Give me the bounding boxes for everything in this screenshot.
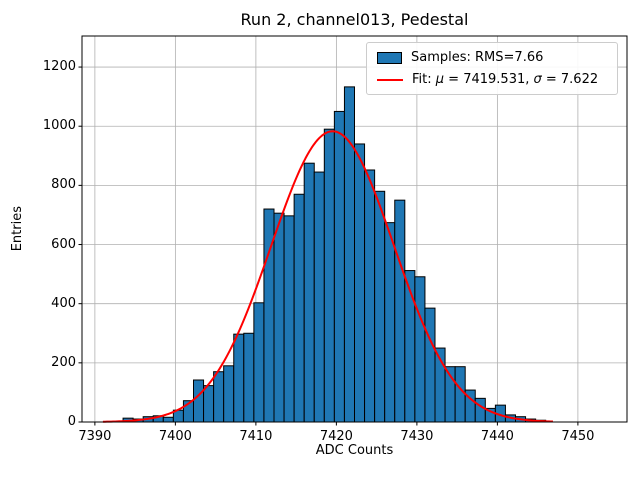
histogram-bar — [162, 416, 174, 423]
y-tick-label: 600 — [51, 236, 76, 252]
fit-line-icon — [377, 78, 403, 81]
histogram-bar — [394, 199, 406, 423]
histogram-bar — [223, 365, 235, 423]
chart-title: Run 2, channel013, Pedestal — [240, 10, 469, 29]
fit-legend-label: Fit: μ = 7419.531, σ = 7.622 — [412, 72, 598, 87]
histogram-bar — [253, 302, 265, 423]
x-tick-label: 7420 — [319, 429, 353, 444]
histogram-bar — [273, 212, 285, 423]
histogram-bar — [293, 193, 305, 423]
fit-label-mu-symbol: μ — [435, 72, 445, 87]
y-axis-label-container: Entries — [8, 36, 26, 422]
histogram-bar — [313, 171, 325, 423]
histogram-bar — [243, 332, 255, 423]
samples-swatch-icon — [377, 51, 402, 64]
x-tick-label: 7440 — [480, 429, 514, 444]
histogram-bar — [333, 110, 345, 423]
x-axis-label: ADC Counts — [315, 443, 394, 458]
legend-entry-fit: Fit: μ = 7419.531, σ = 7.622 — [377, 72, 607, 87]
histogram-bar — [374, 190, 386, 423]
y-tick-label: 400 — [51, 295, 76, 311]
y-tick-label: 0 — [67, 414, 76, 429]
fit-label-mu-value: = 7419.531, — [444, 72, 534, 87]
gaussian-fit-line — [102, 130, 553, 423]
histogram-bar — [193, 379, 205, 423]
histogram-bar — [213, 371, 225, 423]
histogram-bar — [384, 222, 396, 423]
x-tick-label: 7410 — [239, 429, 273, 444]
legend-entry-samples: Samples: RMS=7.66 — [377, 50, 607, 65]
fit-label-sigma-symbol: σ — [533, 72, 542, 87]
legend-box: Samples: RMS=7.66 Fit: μ = 7419.531, σ =… — [366, 42, 618, 95]
histogram-bar — [474, 397, 486, 423]
y-tick-label: 1200 — [42, 59, 76, 75]
histogram-bar — [233, 333, 245, 423]
y-tick-label: 1000 — [42, 118, 76, 134]
histogram-bar — [323, 128, 335, 423]
y-tick-label: 200 — [51, 354, 76, 370]
histogram-bar — [203, 385, 215, 423]
samples-legend-label: Samples: RMS=7.66 — [411, 50, 544, 65]
histogram-bar — [424, 307, 436, 423]
histogram-bars — [122, 86, 547, 423]
histogram-bar — [454, 366, 466, 423]
x-tick-label: 7450 — [561, 429, 595, 444]
histogram-bar — [414, 276, 426, 423]
tick-marks — [78, 66, 579, 426]
y-tick-label: 800 — [51, 177, 76, 193]
histogram-bar — [303, 162, 315, 423]
x-tick-label: 7390 — [78, 429, 112, 444]
histogram-bar — [364, 169, 376, 423]
histogram-bar — [354, 143, 366, 423]
y-axis-label: Entries — [9, 206, 25, 252]
histogram-bar — [283, 215, 295, 423]
fit-label-sigma-value: = 7.622 — [541, 72, 599, 87]
x-tick-label: 7400 — [158, 429, 192, 444]
histogram-bar — [404, 270, 416, 423]
x-tick-label: 7430 — [400, 429, 434, 444]
axes-spines — [81, 35, 628, 423]
fit-label-prefix: Fit: — [412, 72, 436, 87]
